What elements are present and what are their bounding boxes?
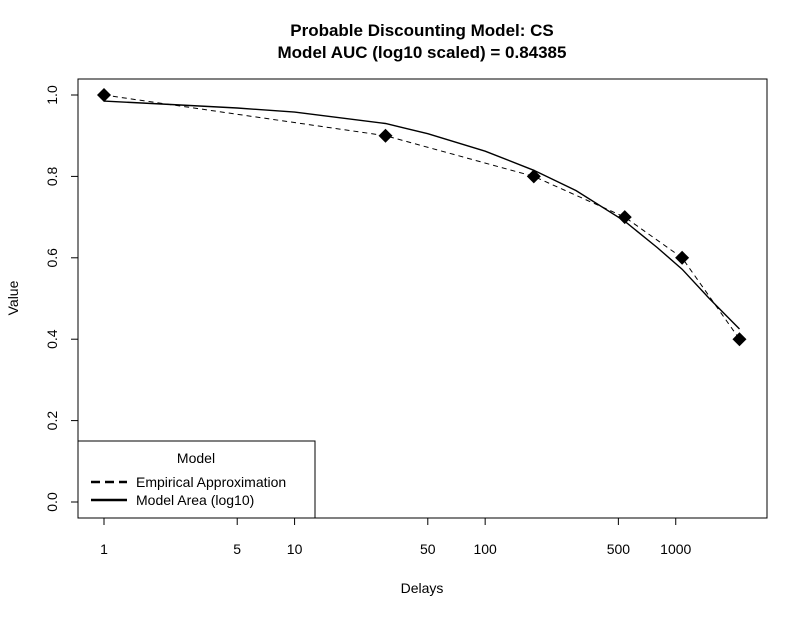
y-tick-label: 0.6 xyxy=(44,248,60,268)
x-tick-label: 10 xyxy=(287,541,303,557)
x-tick-label: 50 xyxy=(420,541,436,557)
x-tick-label: 1 xyxy=(100,541,108,557)
legend-title: Model xyxy=(177,450,215,466)
y-tick-label: 1.0 xyxy=(44,85,60,105)
data-point xyxy=(97,88,111,102)
chart-subtitle: Model AUC (log10 scaled) = 0.84385 xyxy=(278,43,567,62)
y-tick-label: 0.2 xyxy=(44,411,60,431)
x-axis-label: Delays xyxy=(401,580,444,596)
legend-box xyxy=(77,440,316,519)
x-tick-label: 500 xyxy=(607,541,631,557)
chart-title: Probable Discounting Model: CS xyxy=(290,21,554,40)
y-tick-label: 0.4 xyxy=(44,329,60,349)
x-tick-label: 100 xyxy=(473,541,497,557)
legend: Model Empirical Approximation Model Area… xyxy=(77,440,316,519)
y-tick-label: 0.0 xyxy=(44,492,60,512)
legend-label-model: Model Area (log10) xyxy=(136,492,254,508)
series-line-model xyxy=(103,100,740,330)
y-axis-label: Value xyxy=(5,280,21,315)
x-tick-label: 5 xyxy=(233,541,241,557)
data-point xyxy=(732,332,747,347)
data-point xyxy=(617,210,632,225)
x-tick-label: 1000 xyxy=(660,541,691,557)
data-point xyxy=(675,250,690,265)
x-axis: 1 5 10 50 100 500 1000 xyxy=(100,517,692,557)
points-layer xyxy=(97,88,747,347)
series-line-empirical xyxy=(103,94,740,340)
y-axis: 0.0 0.2 0.4 0.6 0.8 1.0 xyxy=(44,85,79,512)
data-point xyxy=(526,169,541,184)
legend-label-empirical: Empirical Approximation xyxy=(136,474,286,490)
series-layer xyxy=(103,94,740,340)
y-tick-label: 0.8 xyxy=(44,166,60,186)
data-point xyxy=(378,128,393,143)
